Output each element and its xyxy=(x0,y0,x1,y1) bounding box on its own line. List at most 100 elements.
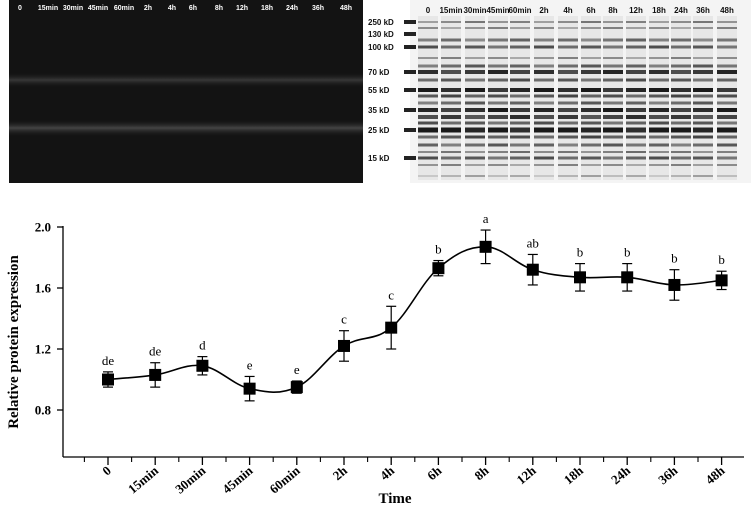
gel-band xyxy=(534,70,554,74)
gel-band xyxy=(441,135,461,139)
gel-band xyxy=(603,88,623,92)
gel-band xyxy=(558,156,578,160)
gel-band xyxy=(418,70,438,74)
gel-band xyxy=(488,64,508,68)
gel-band xyxy=(510,45,530,49)
gel-band xyxy=(626,127,646,133)
gel-band xyxy=(649,94,669,98)
gel-band xyxy=(581,57,601,59)
x-tick-label: 30min xyxy=(172,462,209,496)
gel-band xyxy=(649,175,669,177)
gel-lane-label: 15min xyxy=(439,6,462,15)
gel-band xyxy=(717,94,737,98)
gel-band xyxy=(581,175,601,177)
gel-lane xyxy=(693,16,713,180)
gel-band xyxy=(693,78,713,82)
gel-band xyxy=(488,45,508,49)
gel-lane xyxy=(418,16,438,180)
gel-band xyxy=(441,108,461,112)
gel-band xyxy=(558,78,578,82)
gel-band xyxy=(534,101,554,105)
gel-band xyxy=(465,70,485,74)
gel-band xyxy=(603,121,623,125)
gel-band xyxy=(671,64,691,68)
gel-band xyxy=(534,45,554,49)
gel-marker-ladder xyxy=(404,20,416,160)
gel-band xyxy=(603,108,623,112)
gel-band xyxy=(418,108,438,112)
gel-band xyxy=(418,175,438,177)
gel-band xyxy=(465,135,485,139)
gel-band xyxy=(603,164,623,166)
gel-band xyxy=(581,88,601,92)
gel-band xyxy=(534,108,554,112)
gel-band xyxy=(510,151,530,153)
blot-lane-label: 8h xyxy=(215,5,223,12)
gel-band xyxy=(693,88,713,92)
significance-letter: de xyxy=(102,353,115,368)
gel-band xyxy=(717,108,737,112)
data-point xyxy=(102,373,114,386)
gel-band xyxy=(510,156,530,160)
gel-band xyxy=(671,38,691,42)
gel-band xyxy=(534,121,554,125)
gel-band xyxy=(581,21,601,23)
gel-band xyxy=(603,78,623,82)
gel-lane xyxy=(717,16,737,180)
gel-band xyxy=(418,94,438,98)
data-point xyxy=(290,381,303,394)
gel-band xyxy=(488,156,508,160)
significance-letter: ab xyxy=(527,235,539,250)
gel-lane-label: 18h xyxy=(652,6,666,15)
gel-band xyxy=(510,115,530,119)
gel-band xyxy=(671,143,691,147)
gel-band xyxy=(581,121,601,125)
gel-band xyxy=(441,164,461,166)
gel-band xyxy=(649,88,669,92)
gel-band xyxy=(717,21,737,23)
gel-band xyxy=(488,101,508,105)
gel-band xyxy=(717,45,737,49)
gel-band xyxy=(558,45,578,49)
gel-marker-label: 55 kD xyxy=(368,86,390,95)
gel-band xyxy=(488,21,508,23)
significance-letter: e xyxy=(247,357,253,372)
y-tick-label: 0.8 xyxy=(35,403,52,418)
gel-lane-label: 24h xyxy=(674,6,688,15)
gel-marker-label: 70 kD xyxy=(368,68,390,77)
gel-band xyxy=(717,70,737,74)
gel-band xyxy=(626,27,646,29)
gel-band xyxy=(488,143,508,147)
gel-marker-label: 130 kD xyxy=(368,30,394,39)
gel-band xyxy=(649,135,669,139)
gel-band xyxy=(671,135,691,139)
gel-band xyxy=(693,164,713,166)
gel-band xyxy=(465,175,485,177)
gel-band xyxy=(581,78,601,82)
gel-band xyxy=(488,38,508,42)
y-axis-ticks: 0.8 1.2 1.6 2.0 xyxy=(35,220,63,418)
gel-band xyxy=(693,127,713,133)
gel-band xyxy=(418,45,438,49)
gel-band xyxy=(510,78,530,82)
gel-band xyxy=(603,135,623,139)
gel-band xyxy=(465,108,485,112)
gel-band xyxy=(649,21,669,23)
gel-band xyxy=(465,156,485,160)
gel-band xyxy=(441,64,461,68)
gel-band xyxy=(488,88,508,92)
x-tick-label: 8h xyxy=(471,462,492,483)
gel-band xyxy=(510,64,530,68)
blot-lane-label: 2h xyxy=(144,5,152,12)
gel-band xyxy=(717,38,737,42)
gel-band xyxy=(534,78,554,82)
gel-band xyxy=(510,164,530,166)
gel-band xyxy=(671,175,691,177)
gel-lane-label: 4h xyxy=(563,6,572,15)
blot-lane-label: 36h xyxy=(312,5,324,12)
gel-marker-label: 35 kD xyxy=(368,106,390,115)
gel-band xyxy=(693,70,713,74)
gel-band xyxy=(558,64,578,68)
data-point xyxy=(621,271,634,284)
